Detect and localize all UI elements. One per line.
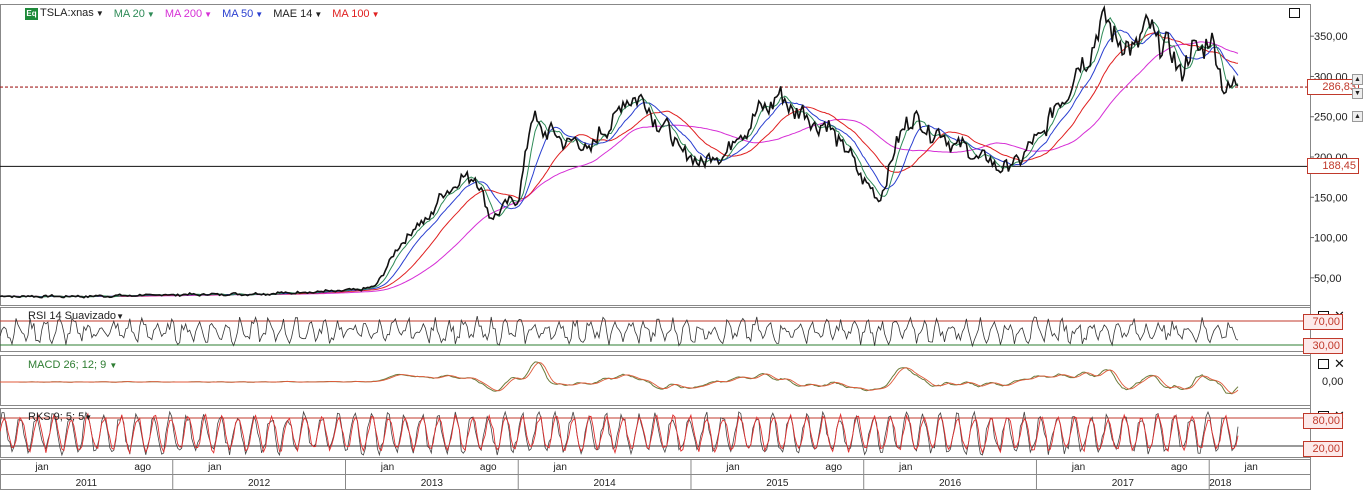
month-tick-label: ago: [480, 462, 497, 473]
year-tick-label: 2012: [248, 478, 271, 489]
legend-ma200[interactable]: MA 200 ▼: [164, 7, 213, 20]
legend-ma100[interactable]: MA 100 ▼: [332, 7, 380, 20]
symbol-selector[interactable]: Eq TSLA:xnas ▼: [25, 7, 104, 20]
legend-mae14[interactable]: MAE 14 ▼: [273, 7, 323, 20]
price-series-line: [0, 4, 1239, 299]
month-tick-label: ago: [825, 462, 842, 473]
legend-ma20[interactable]: MA 20 ▼: [113, 7, 155, 20]
month-tick-label: ago: [1171, 462, 1188, 473]
rks-level-80-box: 80,00: [1303, 413, 1343, 429]
month-tick-label: jan: [1071, 462, 1085, 473]
year-tick-label: 2015: [766, 478, 789, 489]
year-tick-label: 2017: [1112, 478, 1135, 489]
hline-price-box: 188,45: [1307, 158, 1359, 175]
price-panel-frame: [0, 4, 1311, 306]
macd-signal-line: [0, 362, 1239, 394]
month-tick-label: jan: [725, 462, 739, 473]
macd-panel-frame: [0, 355, 1311, 406]
macd-maximize-button[interactable]: [1318, 359, 1329, 369]
month-tick-label: jan: [207, 462, 221, 473]
month-tick-label: jan: [1244, 462, 1258, 473]
macd-zero-label: 0,00: [1322, 376, 1344, 388]
month-tick-label: jan: [34, 462, 48, 473]
current-price-box: 286,83: [1307, 79, 1359, 96]
year-tick-label: 2016: [939, 478, 962, 489]
rsi-panel-label[interactable]: RSI 14 Suavizado▼: [28, 310, 124, 322]
rks-level-20-box: 20,00: [1303, 441, 1343, 457]
legend-ma50[interactable]: MA 50 ▼: [222, 7, 264, 20]
year-tick-label: 2018: [1209, 478, 1232, 489]
price-tick-label: 100,00: [1314, 233, 1348, 245]
month-tick-label: ago: [134, 462, 151, 473]
rks-panel-label[interactable]: RKS 9; 5; 5▼: [28, 411, 93, 423]
rsi-level-70-box: 70,00: [1303, 314, 1343, 330]
chart-legend: Eq TSLA:xnas ▼ MA 20 ▼ MA 200 ▼ MA 50 ▼ MAE 1…: [25, 7, 379, 20]
year-tick-label: 2011: [76, 478, 98, 489]
price-tick-label: 150,00: [1314, 192, 1348, 204]
month-tick-label: jan: [553, 462, 567, 473]
year-tick-label: 2013: [421, 478, 444, 489]
price-panel-maximize-button[interactable]: [1289, 8, 1300, 18]
price-tick-label: 350,00: [1314, 31, 1348, 43]
scroll-arrow-icon[interactable]: ▼: [1352, 88, 1363, 99]
macd-close-icon[interactable]: ✕: [1334, 356, 1345, 371]
equity-icon: Eq: [25, 8, 38, 20]
macd-panel-label[interactable]: MACD 26; 12; 9 ▼: [28, 359, 118, 371]
scroll-arrow-icon[interactable]: ▲: [1352, 74, 1363, 85]
price-tick-label: 250,00: [1314, 112, 1348, 124]
month-tick-label: jan: [898, 462, 912, 473]
rsi-level-30-box: 30,00: [1303, 338, 1343, 354]
year-tick-label: 2014: [593, 478, 616, 489]
rks-signal-line: [0, 412, 1239, 455]
scroll-arrow-icon[interactable]: ▲: [1352, 111, 1363, 122]
price-tick-label: 50,00: [1314, 273, 1342, 285]
month-tick-label: jan: [380, 462, 394, 473]
time-axis: jan ago jan jan ago jan jan ago jan jan ago jan 2011…: [0, 460, 1258, 490]
rsi-line: [0, 316, 1239, 348]
symbol-label: TSLA:xnas: [40, 7, 94, 19]
